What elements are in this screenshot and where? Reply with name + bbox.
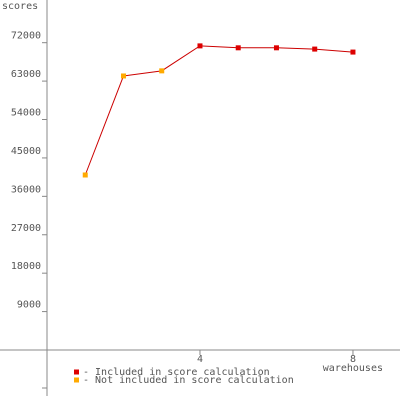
legend-label: - Included in score calculation <box>83 367 270 378</box>
y-tick-label: 27000 <box>11 223 41 234</box>
data-line <box>84 45 353 176</box>
data-point <box>273 45 279 51</box>
legend-label: - Not included in score calculation <box>83 375 294 386</box>
y-axis-label: scores <box>2 1 38 12</box>
x-axis-label: warehouses <box>323 363 383 374</box>
data-point <box>235 45 241 51</box>
x-tick-label: 8 <box>350 354 356 365</box>
legend-marker <box>74 377 79 383</box>
data-point <box>82 172 88 178</box>
y-tick-label: 54000 <box>11 108 41 119</box>
y-tick-label: 63000 <box>11 69 41 80</box>
data-point <box>159 68 165 74</box>
data-point <box>197 43 203 49</box>
y-tick-label: 72000 <box>11 31 41 42</box>
y-tick-label: 36000 <box>11 184 41 195</box>
legend-marker <box>74 369 79 375</box>
x-tick-label: 4 <box>197 354 203 365</box>
y-tick-label: 18000 <box>11 261 41 272</box>
data-point <box>312 46 318 52</box>
data-point <box>120 73 126 79</box>
data-point <box>350 49 356 55</box>
y-tick-label: 45000 <box>11 146 41 157</box>
y-tick-label: 9000 <box>17 300 41 311</box>
